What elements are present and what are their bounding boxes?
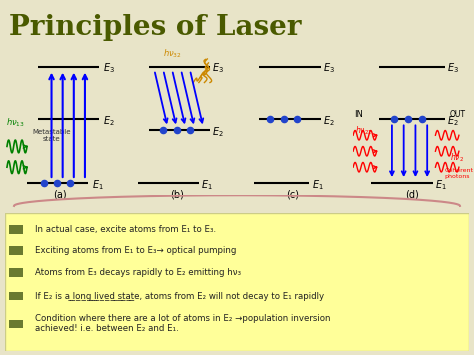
Text: Exciting atoms from E₁ to E₃→ optical pumping: Exciting atoms from E₁ to E₃→ optical pu…	[35, 246, 237, 255]
Text: $E_1$: $E_1$	[436, 178, 447, 192]
Text: $E_3$: $E_3$	[212, 61, 224, 75]
Point	[280, 116, 288, 122]
Point	[159, 127, 167, 133]
Text: $E_2$: $E_2$	[212, 125, 224, 139]
Text: $E_3$: $E_3$	[103, 61, 115, 75]
Point	[40, 180, 47, 186]
Text: In actual case, excite atoms from E₁ to E₃.: In actual case, excite atoms from E₁ to …	[35, 225, 216, 234]
Text: IN: IN	[354, 110, 363, 119]
Point	[53, 180, 61, 186]
Point	[293, 116, 301, 122]
Text: $h\nu_{13}$: $h\nu_{13}$	[6, 116, 25, 129]
Point	[419, 116, 426, 122]
Text: $h\nu_2$: $h\nu_2$	[449, 151, 464, 164]
Point	[173, 127, 180, 133]
FancyBboxPatch shape	[5, 213, 469, 351]
Point	[67, 180, 74, 186]
Text: $E_1$: $E_1$	[311, 178, 323, 192]
Text: $E_1$: $E_1$	[201, 178, 213, 192]
Bar	[9, 246, 23, 255]
Point	[186, 127, 194, 133]
Text: Principles of Laser: Principles of Laser	[9, 14, 302, 41]
Text: $E_2$: $E_2$	[447, 114, 459, 128]
Text: $h\nu_{21}$: $h\nu_{21}$	[356, 124, 373, 137]
Text: Condition where there are a lot of atoms in E₂ →population inversion
achieved! i: Condition where there are a lot of atoms…	[35, 314, 330, 333]
Text: $E_1$: $E_1$	[91, 178, 103, 192]
Text: $E_2$: $E_2$	[103, 114, 114, 128]
Point	[391, 116, 398, 122]
Point	[266, 116, 274, 122]
Text: $E_3$: $E_3$	[323, 61, 335, 75]
Bar	[9, 320, 23, 328]
Text: (b): (b)	[170, 189, 183, 199]
Text: $E_2$: $E_2$	[323, 114, 335, 128]
Text: (a): (a)	[54, 189, 67, 199]
Text: Metastable
state: Metastable state	[32, 129, 71, 142]
Text: OUT: OUT	[449, 110, 465, 119]
Text: If E₂ is a ̲l̲o̲n̲g̲ ̲l̲i̲v̲e̲d̲ ̲s̲t̲a̲t̲e, atoms from E₂ will not decay to E₁ : If E₂ is a ̲l̲o̲n̲g̲ ̲l̲i̲v̲e̲d̲ ̲s̲t̲a̲…	[35, 291, 324, 301]
Text: $h\nu_{32}$: $h\nu_{32}$	[163, 48, 182, 60]
Text: (c): (c)	[286, 189, 299, 199]
Text: Coherent
photons: Coherent photons	[445, 168, 474, 179]
Bar	[9, 268, 23, 277]
Text: (d): (d)	[405, 189, 419, 199]
Text: $E_3$: $E_3$	[447, 61, 459, 75]
Point	[405, 116, 412, 122]
Text: Atoms from E₃ decays rapidly to E₂ emitting hν₃: Atoms from E₃ decays rapidly to E₂ emitt…	[35, 268, 241, 277]
Bar	[9, 225, 23, 234]
Bar	[9, 292, 23, 300]
